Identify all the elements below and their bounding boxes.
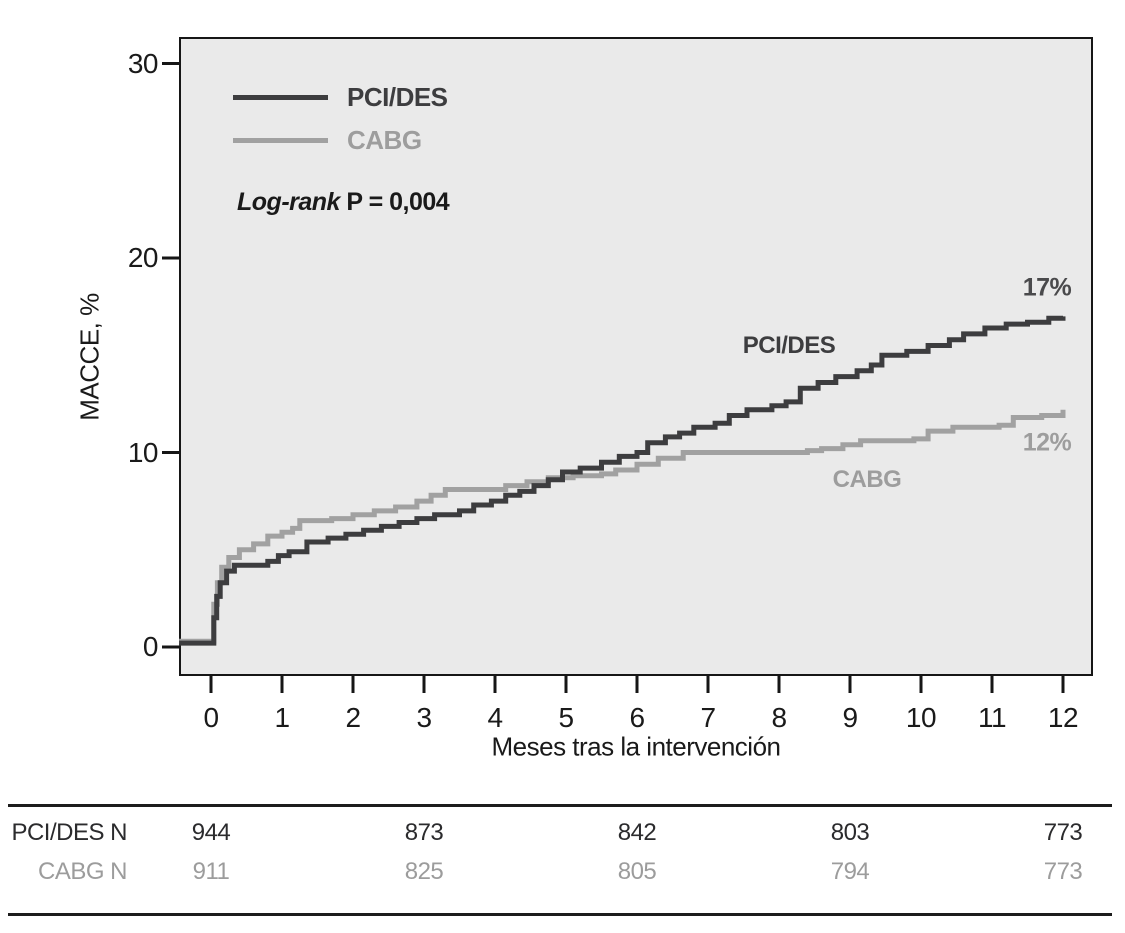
risk-cell: 873 <box>404 819 444 846</box>
y-tick-label: 30 <box>127 48 159 79</box>
end-value-cabg: 12% <box>1022 428 1072 457</box>
risk-cell: 911 <box>192 858 230 885</box>
y-tick-label: 20 <box>127 242 159 273</box>
x-tick-label: 10 <box>905 702 937 733</box>
risk-table-top-rule <box>8 804 1112 807</box>
curve-label-cabg: CABG <box>832 466 902 493</box>
risk-cell: 794 <box>830 858 870 885</box>
x-axis-title: Meses tras la intervención <box>491 731 781 762</box>
x-tick-label: 8 <box>771 702 787 733</box>
risk-row-label: CABG N <box>37 858 128 885</box>
logrank-value: P = 0,004 <box>339 188 450 216</box>
y-tick-label: 0 <box>142 631 159 662</box>
end-value-pcides: 17% <box>1022 273 1072 302</box>
x-tick-label: 1 <box>274 702 290 733</box>
plot-area <box>179 37 1093 676</box>
risk-table-bottom-rule <box>8 913 1112 916</box>
risk-row-label: PCI/DES N <box>11 819 127 846</box>
x-tick-label: 5 <box>558 702 574 733</box>
risk-cell: 944 <box>191 819 231 846</box>
legend-label-pcides: PCI/DES <box>347 82 448 112</box>
x-tick-label: 2 <box>345 702 361 733</box>
x-tick-label: 6 <box>629 702 645 733</box>
y-tick-label: 10 <box>127 437 159 468</box>
x-tick-label: 11 <box>977 702 1007 733</box>
x-tick-label: 3 <box>416 702 432 733</box>
risk-cell: 773 <box>1043 819 1083 846</box>
logrank-annotation: Log-rank P = 0,004 <box>237 188 450 217</box>
risk-cell: 825 <box>404 858 444 885</box>
legend-label-cabg: CABG <box>347 125 422 155</box>
x-tick-label: 4 <box>487 702 503 733</box>
legend-line-cabg <box>233 138 328 143</box>
curve-label-pcides: PCI/DES <box>742 332 836 359</box>
x-tick-label: 9 <box>842 702 858 733</box>
x-tick-label: 12 <box>1047 702 1079 733</box>
x-tick-label: 0 <box>203 702 219 733</box>
legend-line-pcides <box>233 95 328 100</box>
risk-cell: 805 <box>617 858 657 885</box>
risk-cell: 803 <box>830 819 870 846</box>
risk-cell: 842 <box>617 819 657 846</box>
y-axis-title: MACCE, % <box>74 293 105 421</box>
risk-cell: 773 <box>1043 858 1083 885</box>
x-tick-label: 7 <box>700 702 716 733</box>
logrank-prefix: Log-rank <box>237 188 340 216</box>
